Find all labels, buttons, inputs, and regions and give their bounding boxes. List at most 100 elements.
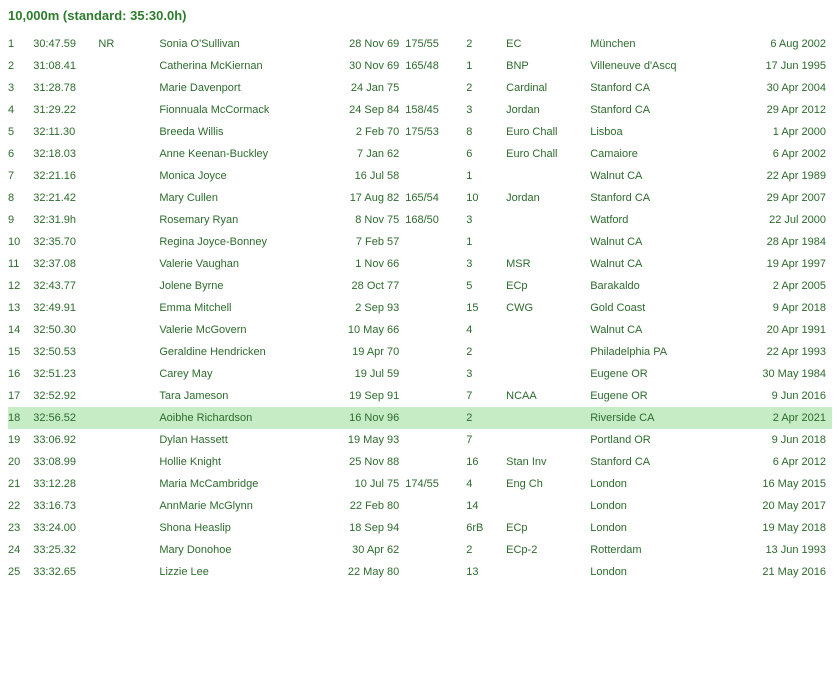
cell-dob: 30 Nov 69 [325,55,405,77]
table-row: 1832:56.52Aoibhe Richardson16 Nov 962Riv… [8,407,832,429]
table-row: 1432:50.30Valerie McGovern10 May 664Waln… [8,319,832,341]
cell-date: 22 Apr 1993 [727,341,832,363]
cell-name: Monica Joyce [159,165,325,187]
cell-hw [405,561,466,583]
cell-dob: 7 Jan 62 [325,143,405,165]
cell-venue: Eugene OR [590,363,727,385]
cell-dob: 19 Apr 70 [325,341,405,363]
cell-pos: 14 [466,495,506,517]
cell-meet [506,429,590,451]
table-row: 1632:51.23Carey May19 Jul 593Eugene OR30… [8,363,832,385]
cell-pos: 3 [466,363,506,385]
cell-name: Catherina McKiernan [159,55,325,77]
cell-time: 32:52.92 [33,385,98,407]
cell-time: 32:35.70 [33,231,98,253]
cell-pos: 4 [466,473,506,495]
cell-date: 19 May 2018 [727,517,832,539]
cell-hw [405,517,466,539]
cell-rank: 4 [8,99,33,121]
cell-meet [506,495,590,517]
cell-note [98,187,159,209]
cell-name: Geraldine Hendricken [159,341,325,363]
cell-meet [506,319,590,341]
cell-pos: 3 [466,209,506,231]
cell-date: 6 Aug 2002 [727,33,832,55]
cell-meet: BNP [506,55,590,77]
cell-venue: London [590,561,727,583]
table-row: 1032:35.70Regina Joyce-Bonney7 Feb 571Wa… [8,231,832,253]
cell-name: Hollie Knight [159,451,325,473]
cell-dob: 18 Sep 94 [325,517,405,539]
cell-note [98,55,159,77]
cell-name: Fionnuala McCormack [159,99,325,121]
table-row: 2533:32.65Lizzie Lee22 May 8013London21 … [8,561,832,583]
cell-dob: 7 Feb 57 [325,231,405,253]
cell-meet: Euro Chall [506,121,590,143]
cell-venue: München [590,33,727,55]
cell-pos: 1 [466,55,506,77]
cell-rank: 22 [8,495,33,517]
cell-date: 28 Apr 1984 [727,231,832,253]
cell-pos: 1 [466,165,506,187]
cell-hw [405,429,466,451]
cell-time: 31:28.78 [33,77,98,99]
cell-time: 33:16.73 [33,495,98,517]
cell-rank: 2 [8,55,33,77]
table-row: 1232:43.77Jolene Byrne28 Oct 775ECpBarak… [8,275,832,297]
cell-rank: 5 [8,121,33,143]
cell-pos: 2 [466,77,506,99]
cell-dob: 30 Apr 62 [325,539,405,561]
cell-hw [405,77,466,99]
cell-venue: London [590,495,727,517]
cell-venue: Walnut CA [590,165,727,187]
cell-pos: 15 [466,297,506,319]
cell-name: Valerie Vaughan [159,253,325,275]
cell-date: 9 Jun 2018 [727,429,832,451]
table-row: 130:47.59NRSonia O'Sullivan28 Nov 69175/… [8,33,832,55]
table-row: 732:21.16Monica Joyce16 Jul 581Walnut CA… [8,165,832,187]
cell-note [98,451,159,473]
cell-hw [405,143,466,165]
cell-meet [506,165,590,187]
cell-dob: 16 Nov 96 [325,407,405,429]
table-row: 1532:50.53Geraldine Hendricken19 Apr 702… [8,341,832,363]
cell-note [98,253,159,275]
cell-meet: Eng Ch [506,473,590,495]
cell-date: 13 Jun 1993 [727,539,832,561]
cell-date: 20 Apr 1991 [727,319,832,341]
cell-meet: MSR [506,253,590,275]
table-row: 1933:06.92Dylan Hassett19 May 937Portlan… [8,429,832,451]
cell-hw: 165/54 [405,187,466,209]
cell-hw [405,165,466,187]
table-row: 532:11.30Breeda Willis2 Feb 70175/538Eur… [8,121,832,143]
cell-rank: 9 [8,209,33,231]
cell-time: 32:50.30 [33,319,98,341]
cell-date: 6 Apr 2012 [727,451,832,473]
table-row: 2433:25.32Mary Donohoe30 Apr 622ECp-2Rot… [8,539,832,561]
cell-hw: 175/55 [405,33,466,55]
cell-pos: 4 [466,319,506,341]
cell-venue: Rotterdam [590,539,727,561]
cell-pos: 7 [466,385,506,407]
cell-dob: 22 Feb 80 [325,495,405,517]
cell-meet: Cardinal [506,77,590,99]
cell-rank: 17 [8,385,33,407]
cell-note [98,473,159,495]
table-row: 1732:52.92Tara Jameson19 Sep 917NCAAEuge… [8,385,832,407]
cell-dob: 22 May 80 [325,561,405,583]
cell-pos: 8 [466,121,506,143]
cell-dob: 24 Sep 84 [325,99,405,121]
cell-venue: Stanford CA [590,99,727,121]
cell-venue: Stanford CA [590,451,727,473]
cell-time: 32:37.08 [33,253,98,275]
cell-rank: 6 [8,143,33,165]
cell-rank: 24 [8,539,33,561]
cell-note [98,517,159,539]
cell-meet [506,363,590,385]
cell-note [98,561,159,583]
cell-dob: 25 Nov 88 [325,451,405,473]
cell-time: 32:49.91 [33,297,98,319]
cell-name: Regina Joyce-Bonney [159,231,325,253]
page-title: 10,000m (standard: 35:30.0h) [8,8,832,23]
cell-name: Marie Davenport [159,77,325,99]
